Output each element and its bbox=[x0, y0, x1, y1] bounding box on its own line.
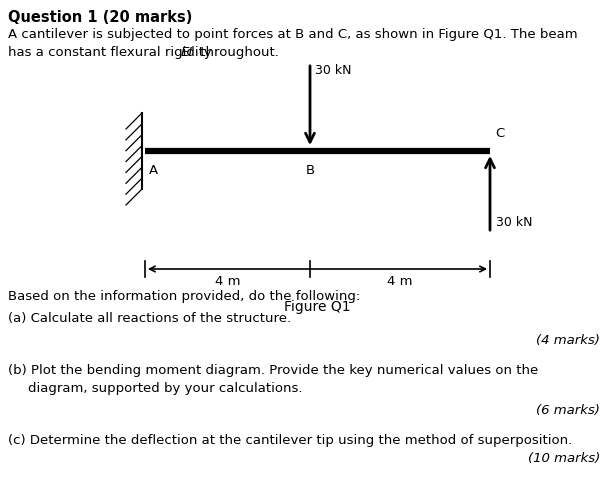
Text: (6 marks): (6 marks) bbox=[536, 403, 600, 416]
Text: throughout.: throughout. bbox=[196, 46, 279, 59]
Text: 30 kN: 30 kN bbox=[496, 216, 532, 228]
Text: diagram, supported by your calculations.: diagram, supported by your calculations. bbox=[28, 381, 303, 394]
Text: 30 kN: 30 kN bbox=[315, 64, 351, 77]
Text: (10 marks): (10 marks) bbox=[528, 451, 600, 464]
Text: (a) Calculate all reactions of the structure.: (a) Calculate all reactions of the struc… bbox=[8, 312, 291, 324]
Text: A: A bbox=[149, 164, 158, 177]
Text: C: C bbox=[495, 127, 504, 140]
Text: (4 marks): (4 marks) bbox=[536, 333, 600, 346]
Text: Question 1 (20 marks): Question 1 (20 marks) bbox=[8, 10, 192, 25]
Text: 4 m: 4 m bbox=[215, 275, 240, 288]
Text: Based on the information provided, do the following:: Based on the information provided, do th… bbox=[8, 289, 361, 302]
Text: Figure Q1: Figure Q1 bbox=[284, 300, 351, 313]
Text: (b) Plot the bending moment diagram. Provide the key numerical values on the: (b) Plot the bending moment diagram. Pro… bbox=[8, 363, 538, 376]
Text: has a constant flexural rigidity: has a constant flexural rigidity bbox=[8, 46, 216, 59]
Text: B: B bbox=[306, 164, 315, 177]
Text: A cantilever is subjected to point forces at B and C, as shown in Figure Q1. The: A cantilever is subjected to point force… bbox=[8, 28, 577, 41]
Text: 4 m: 4 m bbox=[387, 275, 413, 288]
Text: EI: EI bbox=[181, 46, 193, 59]
Text: (c) Determine the deflection at the cantilever tip using the method of superposi: (c) Determine the deflection at the cant… bbox=[8, 433, 572, 446]
